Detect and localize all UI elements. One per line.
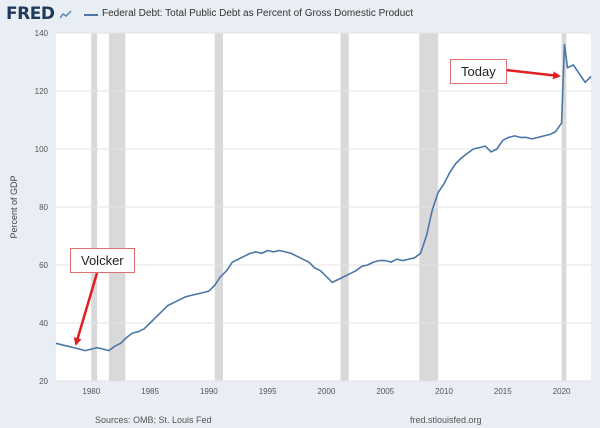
y-tick-label: 60	[39, 261, 48, 270]
x-tick-label: 1985	[141, 387, 159, 396]
x-tick-label: 1990	[200, 387, 218, 396]
y-tick-label: 140	[35, 29, 49, 38]
y-tick-label: 80	[39, 203, 48, 212]
volcker-arrow	[73, 272, 99, 346]
legend-label: Federal Debt: Total Public Debt as Perce…	[102, 8, 414, 19]
x-tick-label: 1995	[259, 387, 277, 396]
x-tick-label: 2000	[318, 387, 336, 396]
fred-logo: FRED	[6, 4, 55, 24]
y-tick-label: 120	[35, 87, 49, 96]
axis-labels: 20 40 60 80 100 120 140 1980 1985 1990 1995 2000 200…	[35, 29, 571, 396]
source-note: Sources: OMB; St. Louis Fed	[95, 415, 212, 425]
y-tick-label: 100	[35, 145, 49, 154]
legend-swatch	[84, 14, 98, 16]
y-axis-label: Percent of GDP	[9, 175, 19, 238]
today-callout: Today	[450, 59, 507, 84]
x-tick-label: 2010	[435, 387, 453, 396]
volcker-callout: Volcker	[70, 248, 135, 273]
y-tick-label: 20	[39, 377, 48, 386]
x-tick-label: 1980	[82, 387, 100, 396]
x-tick-label: 2020	[553, 387, 571, 396]
x-tick-label: 2005	[376, 387, 394, 396]
series-layer	[55, 43, 592, 352]
x-tick-label: 2015	[494, 387, 512, 396]
y-tick-label: 40	[39, 319, 48, 328]
chart-header: FRED Federal Debt: Total Public Debt as …	[0, 0, 600, 30]
grid-lines	[56, 32, 591, 382]
fred-logo-chart-icon	[60, 10, 72, 19]
source-url[interactable]: fred.stlouisfed.org	[410, 415, 482, 425]
series-line	[55, 43, 592, 352]
annotation-arrows	[73, 68, 561, 346]
today-arrow	[505, 68, 561, 80]
